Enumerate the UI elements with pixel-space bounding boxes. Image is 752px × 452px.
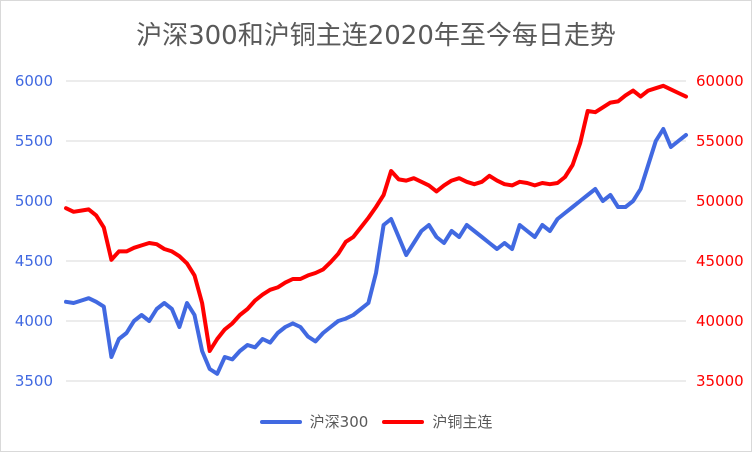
- y-right-tick-label: 35000: [696, 372, 744, 390]
- legend: 沪深300 沪铜主连: [1, 411, 751, 432]
- y-left-tick-label: 4500: [15, 252, 53, 270]
- y-left-tick-label: 3500: [15, 372, 53, 390]
- y-right-tick-label: 45000: [696, 252, 744, 270]
- y-right-tick-label: 50000: [696, 192, 744, 210]
- legend-swatch: [259, 419, 302, 424]
- y-right-tick-label: 40000: [696, 312, 744, 330]
- y-left-tick-label: 6000: [15, 72, 53, 90]
- y-left-tick-label: 5000: [15, 192, 53, 210]
- legend-label: 沪深300: [309, 413, 369, 431]
- y-right-tick-label: 55000: [696, 132, 744, 150]
- y-right-tick-label: 60000: [696, 72, 744, 90]
- y-left-tick-label: 4000: [15, 312, 53, 330]
- chart-title: 沪深300和沪铜主连2020年至今每日走势: [136, 21, 616, 51]
- y-left-tick-label: 5500: [15, 132, 53, 150]
- legend-label: 沪铜主连: [432, 413, 493, 431]
- legend-item-1: 沪铜主连: [382, 411, 492, 432]
- series-line-0: [64, 127, 688, 376]
- legend-swatch: [382, 419, 425, 424]
- series-line-1: [64, 83, 688, 353]
- legend-item-0: 沪深300: [259, 411, 369, 432]
